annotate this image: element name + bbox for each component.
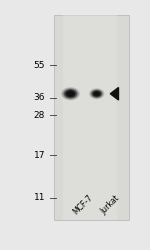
Text: 28: 28	[34, 110, 45, 120]
Bar	[54, 15, 129, 220]
Ellipse shape	[90, 89, 104, 99]
Ellipse shape	[94, 92, 100, 96]
Ellipse shape	[61, 87, 80, 101]
Ellipse shape	[93, 91, 101, 97]
Ellipse shape	[65, 90, 76, 97]
Polygon shape	[110, 88, 118, 100]
Text: Jurkat: Jurkat	[99, 194, 121, 216]
Text: 17: 17	[33, 150, 45, 160]
Text: 55: 55	[33, 60, 45, 70]
Ellipse shape	[67, 91, 74, 96]
Text: MCF-7: MCF-7	[72, 193, 95, 216]
Ellipse shape	[62, 88, 79, 100]
Bar	[90, 15, 117, 220]
Text: 36: 36	[33, 93, 45, 102]
Ellipse shape	[91, 90, 102, 98]
Ellipse shape	[64, 89, 77, 99]
Bar	[63, 15, 90, 220]
Text: 11: 11	[33, 193, 45, 202]
Ellipse shape	[89, 88, 105, 99]
